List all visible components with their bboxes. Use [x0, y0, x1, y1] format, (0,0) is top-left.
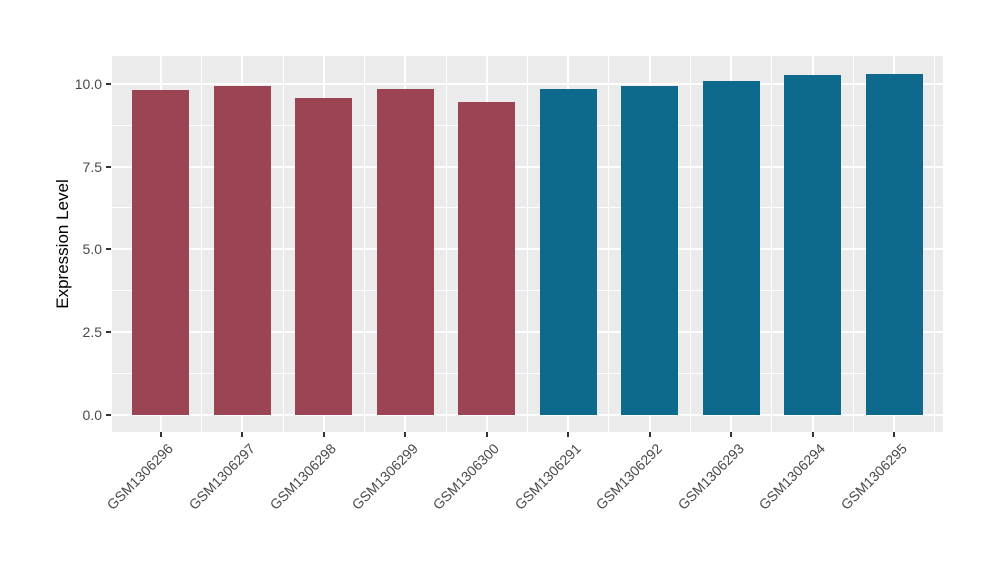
y-tick-mark: [106, 82, 111, 85]
y-tick-mark: [106, 413, 111, 416]
x-tick-label: GSM1306295: [837, 440, 910, 513]
y-tick-label: 7.5: [82, 158, 102, 175]
x-tick-mark: [567, 432, 570, 437]
bar: [214, 86, 271, 415]
y-tick-label: 5.0: [82, 241, 102, 258]
x-tick-mark: [811, 432, 814, 437]
bar: [866, 73, 923, 415]
x-tick-label: GSM1306299: [348, 440, 421, 513]
bar: [784, 75, 841, 415]
bar: [377, 89, 434, 415]
x-tick-label: GSM1306294: [755, 440, 829, 513]
gridline-minor-vertical: [282, 56, 284, 432]
gridline-minor-vertical: [852, 56, 854, 432]
gridline-minor-vertical: [689, 56, 691, 432]
bar: [703, 80, 760, 415]
x-tick-label: GSM1306296: [104, 440, 177, 513]
chart-panel: [112, 56, 943, 432]
x-tick-mark: [648, 432, 651, 437]
gridline-minor-vertical: [201, 56, 203, 432]
gridline-minor-vertical: [934, 56, 936, 432]
bar: [621, 86, 678, 415]
x-tick-label: GSM1306300: [429, 440, 503, 513]
x-tick-mark: [730, 432, 733, 437]
gridline-minor-vertical: [608, 56, 610, 432]
y-tick-mark: [106, 248, 111, 251]
y-tick-mark: [106, 331, 111, 334]
x-tick-mark: [159, 432, 162, 437]
bar: [458, 101, 515, 415]
x-tick-mark: [241, 432, 244, 437]
x-tick-label: GSM1306298: [267, 440, 340, 513]
x-tick-mark: [485, 432, 488, 437]
gridline-minor-vertical: [771, 56, 773, 432]
x-tick-mark: [404, 432, 407, 437]
x-tick-label: GSM1306291: [511, 440, 584, 513]
x-tick-label: GSM1306293: [674, 440, 747, 513]
x-tick-label: GSM1306292: [592, 440, 666, 513]
y-tick-label: 10.0: [74, 75, 102, 92]
x-tick-mark: [322, 432, 325, 437]
gridline-minor-vertical: [527, 56, 528, 432]
y-tick-label: 2.5: [82, 324, 102, 341]
x-tick-mark: [893, 432, 896, 437]
gridline-minor-vertical: [445, 56, 447, 432]
y-tick-mark: [106, 165, 111, 168]
bar: [132, 90, 189, 415]
y-tick-label: 0.0: [82, 406, 102, 423]
x-tick-label: GSM1306297: [185, 440, 258, 513]
bar: [540, 89, 597, 415]
gridline-minor-vertical: [364, 56, 366, 432]
bar: [295, 97, 352, 415]
